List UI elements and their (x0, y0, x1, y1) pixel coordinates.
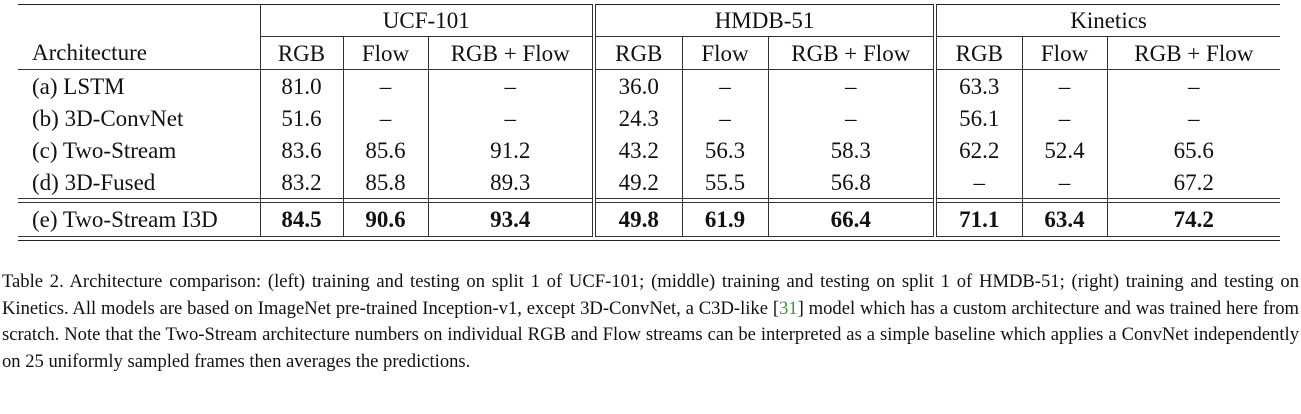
table-cell-best: 93.4 (428, 202, 595, 237)
table-cell: 56.1 (933, 102, 1023, 134)
table-cell: 91.2 (490, 137, 531, 163)
subheader-ucf-rgb: RGB (260, 36, 344, 70)
table-cell: – (768, 69, 936, 102)
row-arch-label: (e) Two-Stream I3D (18, 202, 261, 237)
row-arch-label: (a) LSTM (18, 69, 261, 102)
table-cell: 85.6 (343, 134, 429, 166)
subheader-ucf-rgbflow: RGB + Flow (428, 36, 595, 70)
table-cell: 67.2 (1173, 169, 1214, 195)
table-cell: 43.2 (592, 134, 683, 166)
table-cell: 62.2 (933, 134, 1023, 166)
table-cell: – (343, 69, 429, 102)
table-cell-best: 74.2 (1107, 202, 1281, 237)
architecture-header: Architecture (18, 36, 261, 70)
table-cell: 89.3 (490, 169, 531, 195)
table-row: (c) Two-Stream 83.6 85.6 91.2 43.2 56.3 … (18, 134, 1280, 166)
table-cell: – (845, 105, 857, 131)
table-cell: 56.8 (830, 169, 871, 195)
table-cell: 81.0 (260, 69, 344, 102)
table-cell: – (343, 102, 429, 134)
table-cell-best: 49.8 (592, 202, 683, 237)
subheader-kin-rgb: RGB (933, 36, 1023, 70)
table-cell: 24.3 (592, 102, 683, 134)
table-cell-best: 63.4 (1022, 202, 1108, 237)
group-header-row: UCF-101 HMDB-51 Kinetics (18, 4, 1281, 37)
table-cell: – (428, 69, 595, 102)
table-cell: 65.6 (1173, 137, 1214, 163)
table-caption: Table 2. Architecture comparison: (left)… (2, 269, 1299, 375)
table-cell: 58.3 (830, 137, 871, 163)
table-cell: 36.0 (592, 69, 683, 102)
table-row: (d) 3D-Fused 83.2 85.8 89.3 49.2 55.5 56… (18, 166, 1280, 199)
architecture-comparison-table: UCF-101 HMDB-51 Kinetics Architecture RG… (18, 4, 1281, 241)
row-arch-label: (b) 3D-ConvNet (18, 102, 261, 134)
table-cell: – (1107, 69, 1281, 102)
subheader-kin-rgbflow: RGB + Flow (1107, 36, 1281, 70)
caption-text-1: Table 2. Architecture comparison: (left)… (2, 271, 1299, 319)
subheader-ucf-flow: Flow (343, 36, 429, 70)
subheader-kin-flow: Flow (1022, 36, 1108, 70)
subheader-row: Architecture RGB Flow RGB + Flow RGB Flo… (18, 36, 1281, 70)
group-hmdb51: HMDB-51 (592, 4, 936, 37)
table-cell-best: 61.9 (682, 202, 769, 237)
table-cell: – (682, 69, 769, 102)
caption-text-2: ] model which has a custom architecture … (2, 297, 1299, 372)
table-cell: – (682, 102, 769, 134)
group-ucf101: UCF-101 (260, 4, 595, 37)
table-cell: 52.4 (1022, 134, 1108, 166)
table-cell: 83.2 (260, 166, 344, 199)
subheader-hmdb-flow: Flow (682, 36, 769, 70)
table-row: (a) LSTM 81.0 – – 36.0 – – 63.3 – – (18, 69, 1281, 102)
table-cell-best: 90.6 (343, 202, 429, 237)
table-cell: 85.8 (343, 166, 429, 199)
table-cell: 51.6 (260, 102, 344, 134)
table-cell: 55.5 (682, 166, 769, 199)
row-separator (18, 198, 1281, 203)
subheader-hmdb-rgb: RGB (592, 36, 683, 70)
table-cell: 63.3 (933, 69, 1023, 102)
best-row: (e) Two-Stream I3D 84.5 90.6 93.4 49.8 6… (18, 202, 1281, 237)
table-cell: – (1022, 102, 1108, 134)
table-cell: – (1022, 69, 1108, 102)
table-cell: – (504, 105, 517, 131)
table-cell-best: 84.5 (260, 202, 344, 237)
table-cell: 56.3 (682, 134, 769, 166)
row-arch-label: (d) 3D-Fused (18, 166, 261, 199)
table-row: (b) 3D-ConvNet 51.6 – – 24.3 – – 56.1 – … (18, 102, 1280, 134)
table-cell-best: 66.4 (768, 202, 936, 237)
table-cell: – (1022, 166, 1108, 199)
table-bottom (18, 236, 1281, 241)
table-cell: 49.2 (592, 166, 683, 199)
row-arch-label: (c) Two-Stream (18, 134, 261, 166)
table-cell-best: 71.1 (933, 202, 1023, 237)
citation-link[interactable]: 31 (779, 297, 798, 319)
table-cell: 83.6 (260, 134, 344, 166)
subheader-hmdb-rgbflow: RGB + Flow (768, 36, 936, 70)
group-kinetics: Kinetics (933, 4, 1281, 37)
table-cell: – (1188, 105, 1200, 131)
table-cell: – (933, 166, 1023, 199)
